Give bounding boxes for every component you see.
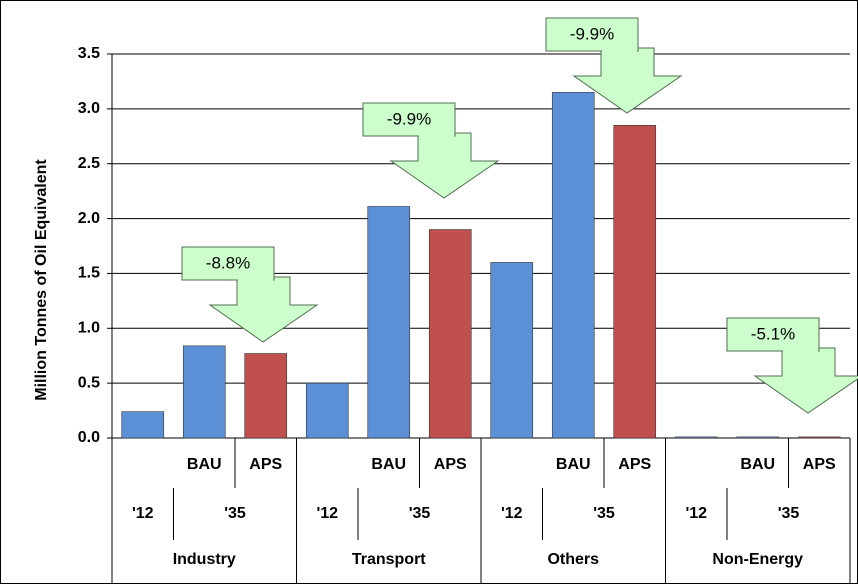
- x-tick-label: BAU: [740, 456, 775, 473]
- annotation-join: [238, 275, 273, 281]
- bar: [367, 206, 411, 439]
- bar: [736, 436, 780, 439]
- x-tick-label: BAU: [187, 456, 222, 473]
- x-tick-label: APS: [249, 456, 282, 473]
- annotation-label: -5.1%: [751, 324, 795, 343]
- y-axis-label: Million Tonnes of Oil Equivalent: [33, 159, 50, 401]
- group-label: Non-Energy: [712, 551, 803, 568]
- period-label: '12: [132, 505, 154, 522]
- y-tick-label: 0.5: [78, 374, 100, 391]
- period-label: '35: [778, 505, 800, 522]
- annotation-join: [419, 131, 454, 137]
- bar: [613, 125, 657, 439]
- annotation-label: -8.8%: [206, 253, 250, 272]
- group-label: Industry: [173, 551, 236, 568]
- x-tick-label: APS: [803, 456, 836, 473]
- x-tick-label: APS: [434, 456, 467, 473]
- y-tick-label: 0.0: [78, 429, 100, 446]
- period-label: '35: [224, 505, 246, 522]
- annotation-arrow: [389, 132, 500, 199]
- annotation-label: -9.9%: [387, 109, 431, 128]
- bar: [305, 382, 349, 439]
- period-label: '35: [409, 505, 431, 522]
- annotation-join: [602, 46, 637, 52]
- x-tick-label: APS: [618, 456, 651, 473]
- annotation-box: [181, 246, 275, 281]
- annotation-box: [362, 102, 456, 137]
- group-label: Others: [547, 551, 599, 568]
- group-label: Transport: [352, 551, 426, 568]
- bar: [121, 411, 165, 439]
- bar: [428, 229, 472, 439]
- period-label: '35: [593, 505, 615, 522]
- bar: [674, 436, 718, 439]
- y-tick-label: 1.5: [78, 265, 100, 282]
- annotation-box: [545, 17, 639, 52]
- y-tick-label: 2.0: [78, 210, 100, 227]
- annotation-arrow: [572, 47, 683, 114]
- y-tick-label: 3.0: [78, 100, 100, 117]
- annotation-label: -9.9%: [570, 24, 614, 43]
- bar: [551, 92, 595, 439]
- bar: [182, 345, 226, 439]
- y-tick-label: 3.5: [78, 45, 100, 62]
- period-label: '12: [501, 505, 523, 522]
- bar: [490, 262, 534, 439]
- bar: [797, 436, 841, 439]
- x-tick-label: BAU: [371, 456, 406, 473]
- annotation-box: [726, 317, 820, 352]
- bar: [244, 353, 288, 439]
- annotation-arrow: [208, 276, 319, 343]
- y-tick-label: 2.5: [78, 155, 100, 172]
- y-tick-label: 1.0: [78, 320, 100, 337]
- annotation-join: [783, 346, 818, 352]
- annotation-arrow: [753, 347, 858, 414]
- period-label: '12: [685, 505, 707, 522]
- x-tick-label: BAU: [556, 456, 591, 473]
- period-label: '12: [316, 505, 338, 522]
